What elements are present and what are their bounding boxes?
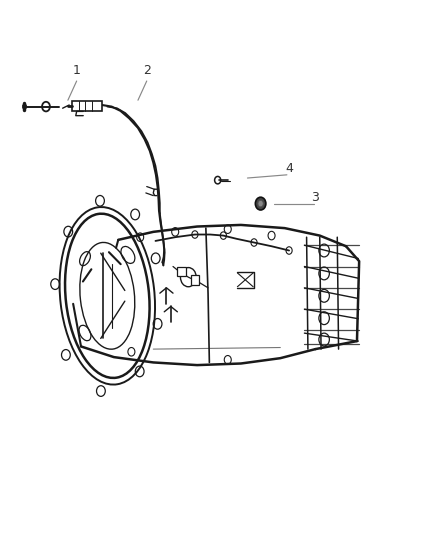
FancyBboxPatch shape: [72, 101, 102, 111]
FancyBboxPatch shape: [191, 275, 199, 285]
FancyBboxPatch shape: [177, 266, 186, 276]
Text: 3: 3: [311, 191, 319, 204]
Circle shape: [255, 197, 266, 210]
Text: 4: 4: [285, 162, 293, 175]
Circle shape: [22, 104, 27, 109]
Text: 1: 1: [73, 64, 81, 77]
Text: 2: 2: [143, 64, 151, 77]
Circle shape: [258, 200, 263, 207]
